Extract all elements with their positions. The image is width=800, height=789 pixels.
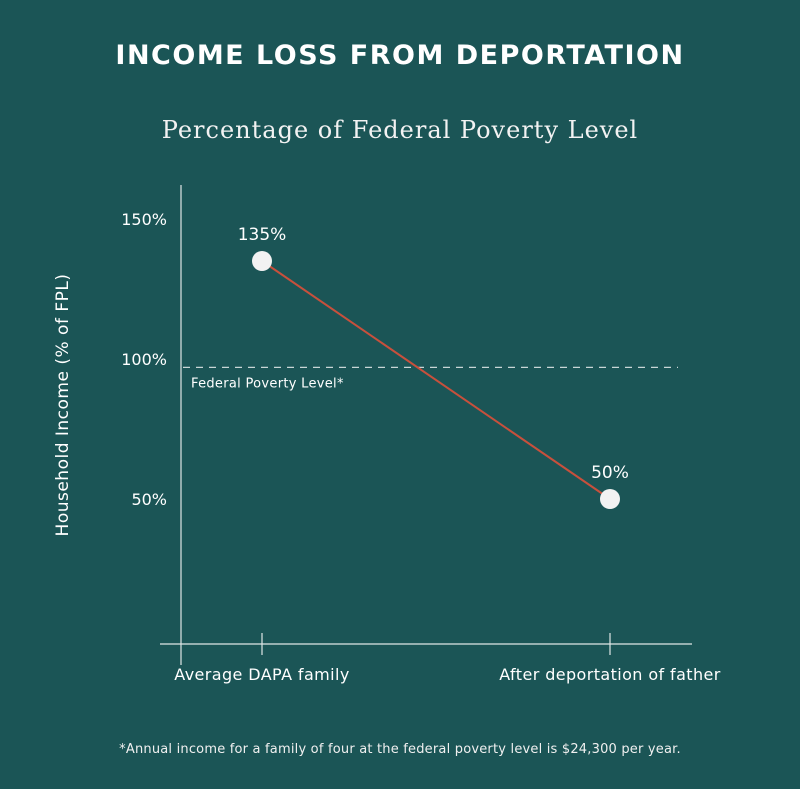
y-ticks: 150% 100% 50% [121,210,167,509]
data-point [600,489,620,509]
x-tick-label: Average DAPA family [174,665,349,684]
data-label: 135% [238,225,287,245]
poverty-level-label: Federal Poverty Level* [191,376,344,391]
footnote: *Annual income for a family of four at t… [119,742,681,757]
chart-title: INCOME LOSS FROM DEPORTATION [115,40,685,71]
data-point [252,251,272,271]
data-label: 50% [591,463,629,483]
x-tick-label: After deportation of father [499,665,720,684]
y-tick-label: 100% [121,350,167,369]
y-axis-label: Household Income (% of FPL) [53,274,73,537]
y-tick-label: 150% [121,210,167,229]
x-ticks: Average DAPA family After deportation of … [174,633,720,684]
series-line [261,260,611,500]
chart-subtitle: Percentage of Federal Poverty Level [161,116,639,144]
y-tick-label: 50% [131,490,167,509]
series-group: 135% 50% [238,225,629,509]
